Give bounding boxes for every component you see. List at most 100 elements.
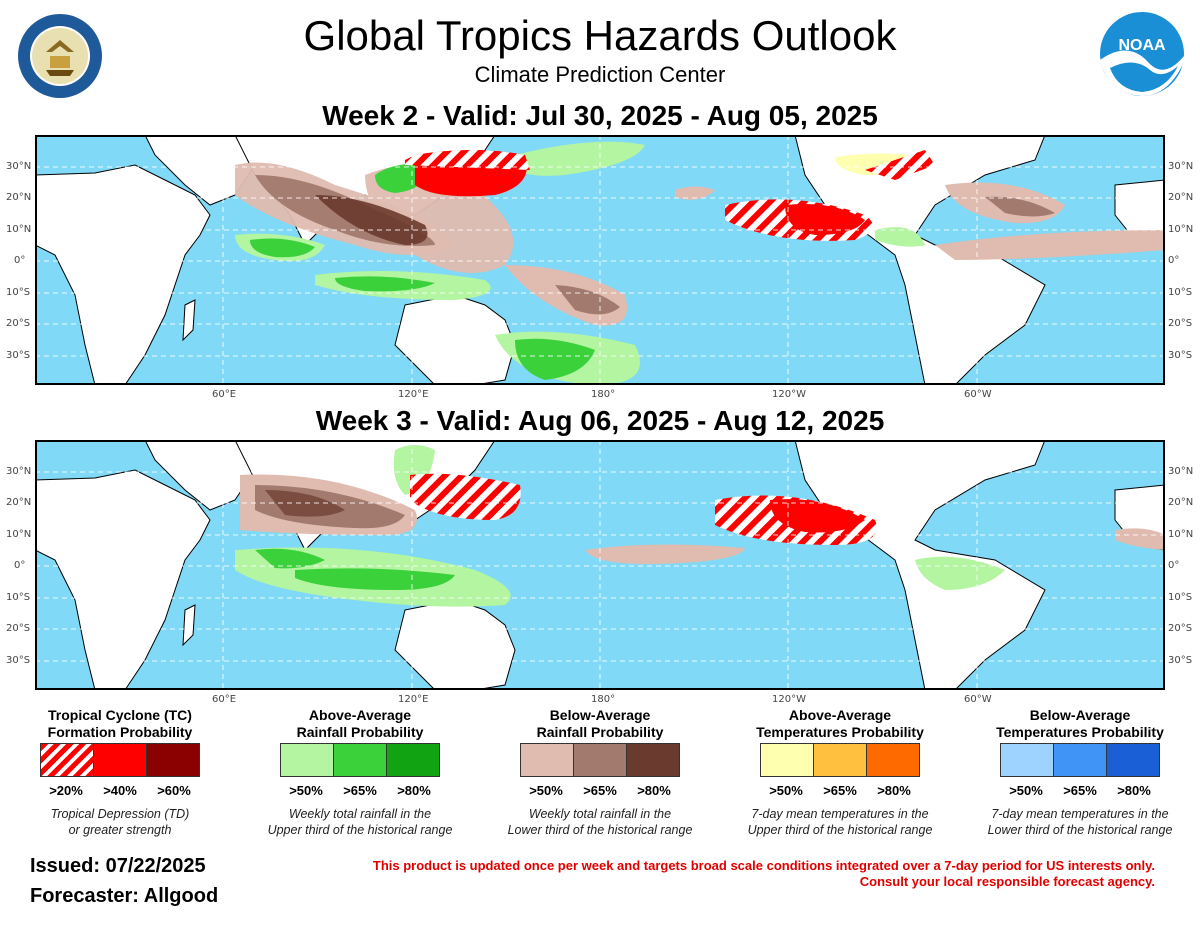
legend-label: >50%	[289, 783, 323, 798]
legend-swatch	[332, 743, 387, 777]
legend-swatch	[759, 743, 814, 777]
disclaimer-line: This product is updated once per week an…	[372, 858, 1155, 873]
legend-swatches	[250, 743, 470, 777]
lat-label: 10°N	[1168, 529, 1194, 540]
legend-swatches	[10, 743, 230, 777]
lat-label: 10°N	[6, 224, 32, 235]
legend-note-line: Weekly total rainfall in the	[528, 807, 672, 821]
legend-swatch	[865, 743, 920, 777]
legend-swatches	[490, 743, 710, 777]
week3-map	[35, 440, 1165, 690]
noaa-logo: NOAA	[1098, 10, 1186, 98]
week2-map	[35, 135, 1165, 385]
lat-label: 10°S	[6, 592, 31, 603]
lat-label: 30°N	[1168, 466, 1194, 477]
legend-label: >65%	[343, 783, 377, 798]
legend-swatch	[279, 743, 334, 777]
legend-label: >50%	[1009, 783, 1043, 798]
lon-label: 60°E	[212, 389, 237, 400]
legend-note: 7-day mean temperatures in the Upper thi…	[730, 806, 950, 838]
lat-label: 30°N	[1168, 161, 1194, 172]
page-subtitle: Climate Prediction Center	[474, 62, 726, 87]
legend-swatch-hatched	[39, 743, 94, 777]
lat-label: 10°N	[1168, 224, 1194, 235]
legend-title-line: Rainfall Probability	[296, 724, 424, 740]
legend-swatch	[92, 743, 147, 777]
legend-label: >80%	[877, 783, 911, 798]
lat-label: 30°N	[6, 466, 32, 477]
legend-label: >60%	[157, 783, 191, 798]
lat-label: 0°	[1168, 560, 1180, 571]
legend-label: >80%	[1117, 783, 1151, 798]
lon-label: 60°E	[212, 694, 237, 705]
lon-label: 180°	[591, 389, 616, 400]
lon-label: 120°E	[398, 694, 429, 705]
svg-text:NOAA: NOAA	[1118, 37, 1166, 54]
legend-label: >50%	[769, 783, 803, 798]
legend-swatch	[385, 743, 440, 777]
legend-note: Tropical Depression (TD) or greater stre…	[10, 806, 230, 838]
legend-swatches	[970, 743, 1190, 777]
legend-note-line: Lower third of the historical range	[507, 823, 693, 837]
lat-label: 30°S	[1168, 350, 1193, 361]
legend-label: >65%	[1063, 783, 1097, 798]
legend-title-line: Formation Probability	[47, 724, 193, 740]
legend-label: >50%	[529, 783, 563, 798]
legend-label: >80%	[637, 783, 671, 798]
legend-title: Below-Average Rainfall Probability	[490, 707, 710, 743]
legend-note-line: or greater strength	[68, 823, 172, 837]
legend-swatch	[572, 743, 627, 777]
legend-above-temp: Above-Average Temperatures Probability >…	[730, 707, 950, 838]
legend-title: Above-Average Temperatures Probability	[730, 707, 950, 743]
legend-swatch	[999, 743, 1054, 777]
lat-label: 20°S	[1168, 318, 1193, 329]
legend-swatch	[145, 743, 200, 777]
lat-label: 30°S	[6, 655, 31, 666]
lon-label: 120°E	[398, 389, 429, 400]
legend-swatch	[1105, 743, 1160, 777]
lat-label: 30°S	[6, 350, 31, 361]
lat-label: 20°N	[6, 192, 32, 203]
legend-title-line: Below-Average	[549, 707, 651, 723]
lon-label: 120°W	[772, 694, 806, 705]
page-title: Global Tropics Hazards Outlook	[303, 12, 897, 59]
legend-title-line: Temperatures Probability	[756, 724, 924, 740]
legend-swatch	[1052, 743, 1107, 777]
week3-title: Week 3 - Valid: Aug 06, 2025 - Aug 12, 2…	[315, 405, 885, 436]
lat-label: 10°S	[1168, 592, 1193, 603]
legend-note-line: Upper third of the historical range	[267, 823, 453, 837]
legend-title: Above-Average Rainfall Probability	[250, 707, 470, 743]
legend-note-line: Lower third of the historical range	[987, 823, 1173, 837]
legend-title-line: Above-Average	[788, 707, 892, 723]
legend-note: 7-day mean temperatures in the Lower thi…	[970, 806, 1190, 838]
legend-below-rain: Below-Average Rainfall Probability >50% …	[490, 707, 710, 838]
legend-note-line: Weekly total rainfall in the	[288, 807, 432, 821]
lat-label: 0°	[14, 255, 26, 266]
legend-swatch	[812, 743, 867, 777]
lat-label: 10°S	[6, 287, 31, 298]
lat-label: 0°	[14, 560, 26, 571]
legend-label: >20%	[49, 783, 83, 798]
lon-label: 180°	[591, 694, 616, 705]
lat-label: 20°N	[6, 497, 32, 508]
legend-swatch	[625, 743, 680, 777]
legend-above-rain: Above-Average Rainfall Probability >50% …	[250, 707, 470, 838]
legend-note-line: 7-day mean temperatures in the	[991, 807, 1169, 821]
legend-title-line: Tropical Cyclone (TC)	[48, 707, 192, 723]
lat-label: 0°	[1168, 255, 1180, 266]
lat-label: 30°S	[1168, 655, 1193, 666]
legend-note-line: Upper third of the historical range	[747, 823, 933, 837]
legend-label: >80%	[397, 783, 431, 798]
legend-label: >65%	[823, 783, 857, 798]
lat-label: 10°S	[1168, 287, 1193, 298]
legend-note: Weekly total rainfall in the Upper third…	[250, 806, 470, 838]
lon-label: 60°W	[964, 389, 992, 400]
lon-label: 60°W	[964, 694, 992, 705]
legend-swatches	[730, 743, 950, 777]
lat-label: 20°S	[6, 318, 31, 329]
legend-title-line: Above-Average	[308, 707, 412, 723]
issued-date: Issued: 07/22/2025	[30, 855, 206, 877]
forecaster-name: Forecaster: Allgood	[30, 885, 219, 907]
legend-note: Weekly total rainfall in the Lower third…	[490, 806, 710, 838]
legend-label: >40%	[103, 783, 137, 798]
